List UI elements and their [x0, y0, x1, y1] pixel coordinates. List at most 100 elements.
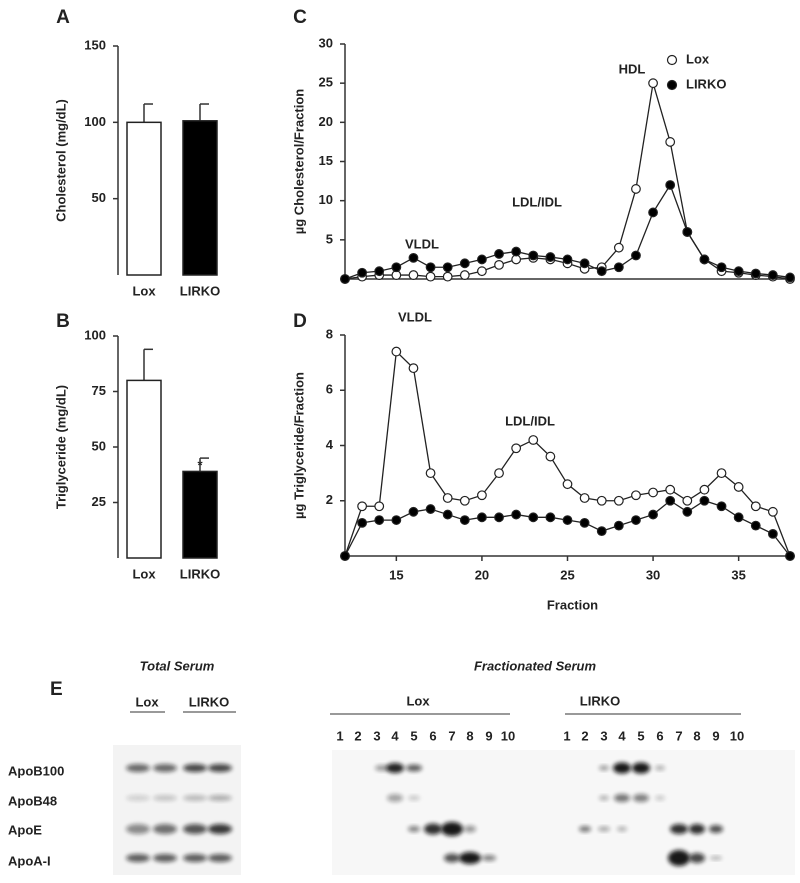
annotation: LDL/IDL	[512, 194, 562, 209]
lane-label: 1	[336, 728, 343, 743]
band	[386, 763, 404, 773]
marker	[750, 268, 761, 279]
legend-label: LIRKO	[686, 76, 726, 91]
y-tick-label: 75	[92, 383, 106, 398]
marker	[374, 501, 385, 512]
lane-label: 4	[391, 728, 399, 743]
group-label: Lox	[406, 693, 430, 708]
marker	[682, 506, 693, 517]
x-tick-label: LIRKO	[180, 566, 220, 581]
x-tick-label: 20	[475, 567, 489, 582]
marker	[477, 512, 487, 523]
marker	[631, 184, 641, 194]
band	[208, 854, 232, 862]
marker	[631, 250, 641, 261]
marker	[613, 520, 624, 531]
band	[614, 794, 630, 802]
band	[208, 824, 232, 834]
marker	[596, 526, 607, 537]
marker	[767, 529, 778, 539]
marker	[408, 270, 419, 280]
marker	[665, 484, 676, 495]
y-tick-label: 5	[326, 231, 333, 246]
marker	[682, 495, 693, 506]
blot-title: Fractionated Serum	[474, 658, 597, 673]
marker	[613, 242, 624, 253]
band	[183, 795, 207, 801]
x-axis-label: Fraction	[547, 597, 598, 612]
y-tick-label: 25	[92, 494, 106, 509]
band	[709, 825, 723, 833]
panel-label: B	[56, 311, 70, 332]
lane-label: 6	[429, 728, 436, 743]
y-tick-label: 25	[319, 75, 333, 90]
marker	[408, 506, 419, 517]
band	[633, 794, 649, 802]
marker	[545, 252, 556, 262]
marker	[528, 512, 539, 523]
blot-title: Total Serum	[140, 658, 215, 673]
y-tick-label: 8	[326, 326, 333, 341]
y-tick-label: 2	[326, 492, 333, 507]
x-tick-label: 35	[731, 567, 745, 582]
lane-label: 8	[466, 728, 473, 743]
band	[464, 825, 476, 833]
marker	[733, 482, 744, 492]
band	[598, 826, 610, 832]
marker	[767, 506, 778, 517]
panel-label: C	[293, 7, 307, 28]
band	[599, 765, 609, 771]
x-tick-label: 25	[560, 567, 574, 582]
band	[668, 850, 690, 866]
band	[689, 853, 705, 863]
y-tick-label: 100	[84, 114, 106, 129]
annotation: LDL/IDL	[505, 413, 555, 428]
lane-label: 8	[693, 728, 700, 743]
x-tick-label: Lox	[132, 566, 156, 581]
band	[183, 854, 207, 862]
band	[208, 795, 232, 801]
band	[126, 854, 150, 862]
marker	[648, 78, 658, 89]
marker	[699, 484, 710, 495]
band	[208, 764, 232, 772]
bar	[182, 120, 218, 276]
lane-label: 10	[501, 728, 515, 743]
marker	[442, 262, 453, 273]
marker	[579, 493, 590, 503]
lane-label: 5	[410, 728, 417, 743]
lane-label: 4	[618, 728, 626, 743]
marker	[408, 363, 419, 374]
marker	[528, 250, 539, 261]
marker	[357, 501, 368, 512]
marker	[665, 180, 676, 190]
marker	[785, 551, 795, 561]
legend-label: Lox	[686, 51, 710, 66]
y-tick-label: 4	[326, 437, 334, 452]
marker	[785, 272, 795, 283]
line	[344, 350, 791, 557]
band	[579, 826, 591, 832]
y-tick-label: 50	[92, 190, 106, 205]
marker	[613, 262, 624, 273]
blot-image	[332, 750, 795, 875]
band	[387, 794, 403, 802]
marker	[425, 271, 436, 282]
marker	[494, 249, 504, 259]
marker	[545, 512, 556, 523]
marker	[665, 137, 676, 147]
marker	[374, 515, 385, 525]
annotation: VLDL	[398, 309, 432, 324]
bar	[126, 121, 162, 276]
band	[375, 765, 389, 771]
annotation: VLDL	[405, 236, 439, 251]
marker	[442, 271, 453, 282]
annotation: HDL	[619, 61, 646, 76]
y-tick-label: 10	[319, 192, 333, 207]
marker	[562, 515, 573, 525]
marker	[425, 262, 436, 273]
marker	[340, 274, 350, 284]
y-axis-label: µg Cholesterol/Fraction	[291, 89, 306, 235]
marker	[374, 266, 385, 277]
